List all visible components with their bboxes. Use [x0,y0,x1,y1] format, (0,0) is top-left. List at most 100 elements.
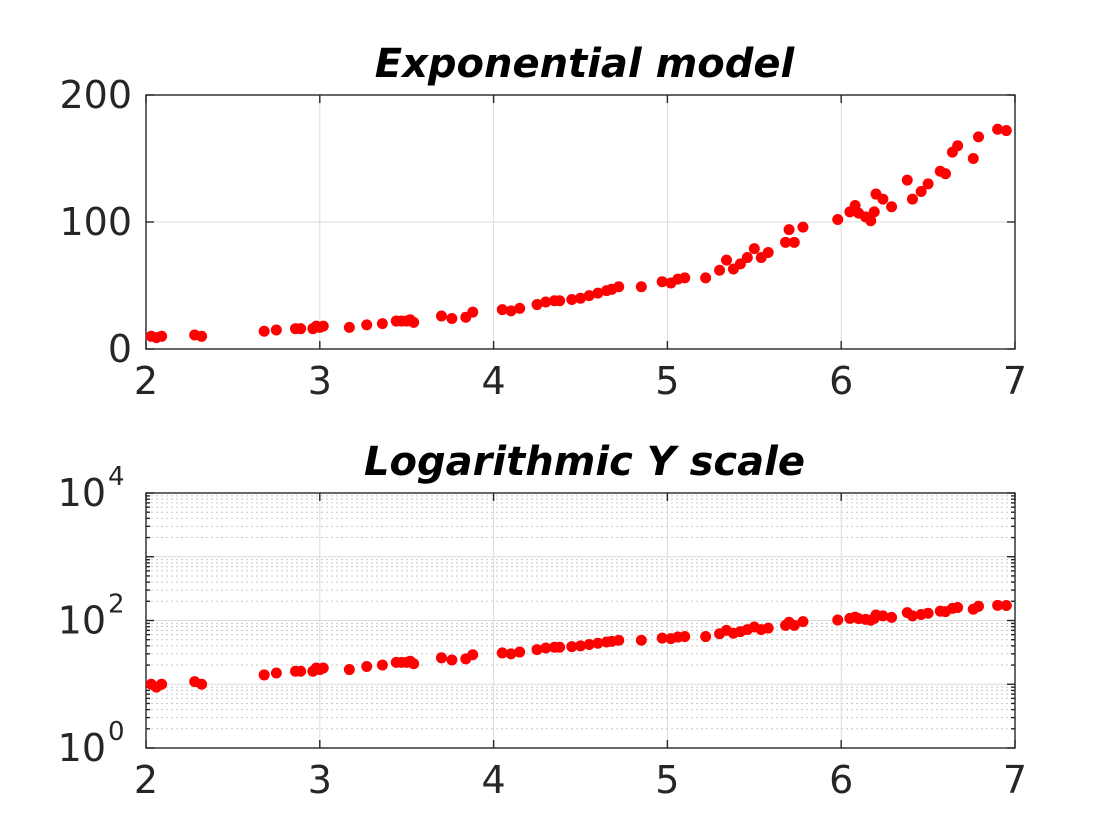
data-point [156,330,168,342]
data-point [952,601,964,613]
data-point [196,678,208,690]
data-point [700,631,712,643]
data-point [376,659,388,671]
data-point [783,224,795,236]
data-point [635,281,647,293]
data-point [408,316,420,328]
x-tick-label: 3 [308,359,332,403]
axes-frame [145,94,1016,350]
data-point [797,221,809,233]
data-point [408,658,420,670]
data-point [877,610,889,622]
data-point [734,258,746,270]
data-point [575,640,586,652]
data-point [762,622,774,634]
data-point [566,641,578,653]
data-point [435,652,447,664]
data-point [992,123,1004,135]
data-point [258,669,270,681]
y-tick-label: 10 4 [58,462,125,515]
data-point [317,320,329,332]
data-point [343,321,355,333]
data-point [939,168,951,180]
data-point [514,302,526,314]
data-point [788,236,800,248]
data-point [531,644,543,656]
x-tick-label: 6 [829,758,853,802]
y-tick-label: 10 2 [58,590,125,643]
x-tick-label: 4 [482,758,506,802]
data-point [886,201,898,213]
data-point [592,287,604,299]
series-1 [145,599,1012,693]
data-point [797,616,809,628]
x-tick-label: 2 [134,359,158,403]
data-point [922,607,934,619]
chart-title: Exponential model [375,41,796,87]
y-tick-label: 200 [59,73,132,117]
chart-1: 2 3 4 5 6 7 0 100 200 Exponential model [59,41,1027,403]
y-tick-label-exponent: 4 [108,462,125,492]
data-point [741,252,753,264]
data-point [496,647,508,659]
data-point [361,319,373,331]
data-point [343,664,355,676]
data-point [270,324,282,336]
data-point [505,648,517,660]
data-point [295,323,307,335]
series-1 [145,123,1012,344]
data-point [613,281,625,293]
data-point [258,325,270,337]
data-point [679,272,691,284]
data-point [270,667,282,679]
y-tick-label: 0 [108,327,132,371]
data-point [583,290,595,302]
axes-frame [145,492,1016,749]
data-point [868,206,880,218]
x-tick-label: 3 [308,758,332,802]
data-point [906,610,918,622]
data-point [317,662,329,674]
data-point [295,665,307,677]
data-point [656,632,668,644]
data-point [1000,599,1012,611]
data-point [566,293,578,305]
x-tick-label: 6 [829,359,853,403]
data-point [1000,125,1012,137]
data-point [877,193,889,205]
data-point [554,641,566,653]
y-tick-label-base: 10 [58,471,106,515]
x-tick-label: 4 [482,359,506,403]
data-point [376,318,388,330]
y-tick-label-exponent: 2 [108,590,125,620]
data-point [973,600,984,612]
data-point [700,272,712,284]
data-point [720,254,732,266]
data-point [865,215,877,227]
chart-title: Logarithmic Y scale [364,439,805,485]
x-tick-label: 5 [655,758,679,802]
data-point [583,639,595,651]
data-point [496,304,508,316]
data-point [446,654,458,666]
y-tick-label-base: 10 [58,599,106,643]
x-tick-label: 2 [134,758,158,802]
data-point [922,178,934,190]
data-point [613,634,625,646]
data-point [514,646,526,658]
y-tick-label: 100 [59,200,132,244]
data-point [156,678,168,690]
x-tick-label: 5 [655,359,679,403]
data-point [973,131,984,143]
y-tick-label-exponent: 0 [108,717,125,747]
x-tick-label: 7 [1003,359,1027,403]
data-point [435,310,447,322]
data-point [748,243,760,255]
data-point [679,631,691,643]
data-point [780,236,792,248]
data-point [967,153,979,164]
data-point [531,299,543,311]
data-point [915,186,927,198]
